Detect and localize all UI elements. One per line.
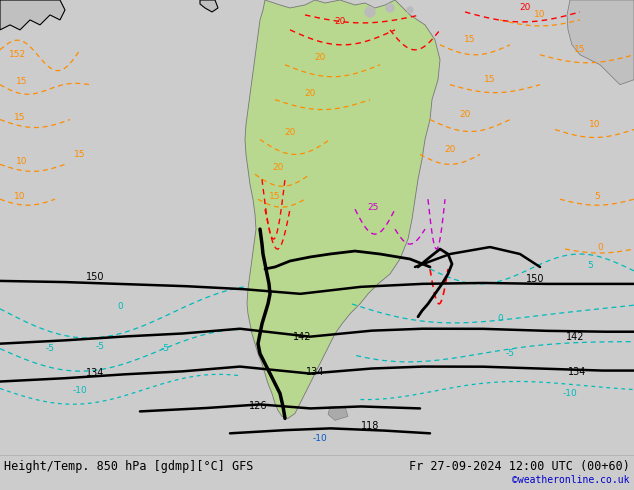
Text: 10: 10 <box>534 10 546 20</box>
Text: 142: 142 <box>293 332 311 342</box>
Text: 20: 20 <box>284 128 295 137</box>
Text: 20: 20 <box>314 53 326 62</box>
Text: -5: -5 <box>505 349 515 358</box>
Text: 15: 15 <box>16 77 28 86</box>
Polygon shape <box>328 406 348 420</box>
Circle shape <box>407 7 413 13</box>
Text: 150: 150 <box>526 274 544 284</box>
Text: 20: 20 <box>304 89 316 98</box>
Text: 15: 15 <box>269 192 281 201</box>
Text: 152: 152 <box>10 50 27 59</box>
Text: 134: 134 <box>306 367 324 377</box>
Text: 142: 142 <box>566 332 585 342</box>
Text: 10: 10 <box>14 192 26 201</box>
Text: 126: 126 <box>249 401 268 412</box>
Text: Height/Temp. 850 hPa [gdmp][°C] GFS: Height/Temp. 850 hPa [gdmp][°C] GFS <box>4 460 254 473</box>
Text: -5: -5 <box>160 344 169 353</box>
Text: Fr 27-09-2024 12:00 UTC (00+60): Fr 27-09-2024 12:00 UTC (00+60) <box>409 460 630 473</box>
Text: 15: 15 <box>464 35 476 45</box>
Text: 150: 150 <box>86 272 104 282</box>
Text: -10: -10 <box>313 434 327 443</box>
Text: 20: 20 <box>334 18 346 26</box>
Text: 10: 10 <box>589 120 601 129</box>
Polygon shape <box>200 0 218 12</box>
Text: 118: 118 <box>361 421 379 431</box>
Text: 5: 5 <box>587 262 593 270</box>
Polygon shape <box>245 0 440 418</box>
Text: 15: 15 <box>484 75 496 84</box>
Text: -10: -10 <box>73 386 87 395</box>
Text: 134: 134 <box>568 367 586 377</box>
Text: 5: 5 <box>594 192 600 201</box>
Text: -10: -10 <box>562 389 578 398</box>
Text: 0: 0 <box>117 302 123 311</box>
Text: 0: 0 <box>497 314 503 323</box>
Text: 20: 20 <box>273 163 283 172</box>
Text: 15: 15 <box>14 113 26 122</box>
Circle shape <box>365 7 375 17</box>
Text: 15: 15 <box>74 150 86 159</box>
Polygon shape <box>567 0 634 85</box>
Text: 20: 20 <box>444 145 456 154</box>
Text: 20: 20 <box>459 110 470 119</box>
Text: 10: 10 <box>16 157 28 166</box>
Text: 15: 15 <box>574 45 586 54</box>
Text: -5: -5 <box>96 342 105 351</box>
Text: 134: 134 <box>86 368 104 378</box>
Text: 25: 25 <box>367 203 378 212</box>
Text: ©weatheronline.co.uk: ©weatheronline.co.uk <box>512 475 630 485</box>
Polygon shape <box>0 0 65 30</box>
Text: 0: 0 <box>597 243 603 251</box>
Circle shape <box>386 4 394 12</box>
Text: 20: 20 <box>519 3 531 12</box>
Text: -5: -5 <box>46 344 55 353</box>
